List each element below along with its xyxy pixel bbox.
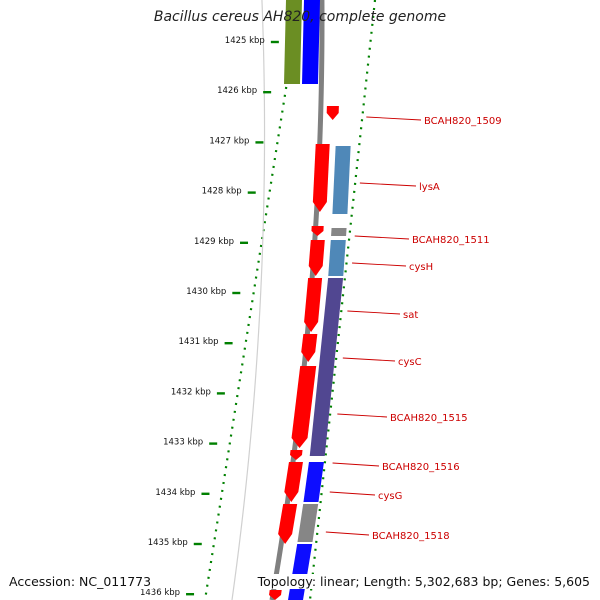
purple-feature [309,278,344,456]
label-leader-line [366,116,422,121]
bottom-blue-feature [288,544,313,600]
cysH-steel-feature [328,240,346,276]
label-leader-line [347,310,401,315]
topology-label: Topology: linear; Length: 5,302,683 bp; … [255,574,592,589]
gene-label: sat [403,310,418,321]
blue-feature [302,0,320,84]
cds-cysH [308,240,325,276]
label-leader-line [359,182,417,187]
gene-label: lysA [419,182,440,193]
gene-label: BCAH820_1516 [382,462,460,473]
gene-label: BCAH820_1511 [412,235,490,246]
ruler-label: 1433 kbp [163,438,203,448]
ruler-label: 1435 kbp [148,538,188,548]
ruler-label: 1432 kbp [171,387,211,397]
map-title: Bacillus cereus AH820, complete genome [153,9,447,25]
gene-label: cysG [378,491,402,502]
accession-label: Accession: NC_011773 [7,574,154,589]
label-leader-line [329,491,376,496]
cds-bcah820-1515 [291,366,317,448]
ruler-label: 1431 kbp [179,337,219,347]
gene-label: BCAH820_1515 [390,413,468,424]
cds-lysA [312,144,330,212]
cds-bcah820-1516 [290,450,303,460]
label-leader-line [332,462,380,467]
cds-next [269,590,282,600]
inner-track-line [231,0,266,600]
olive-feature [284,0,302,84]
ruler-label: 1436 kbp [140,588,180,598]
cysG-feature [303,462,324,502]
gray-small-feature [331,228,347,236]
gene-label: cysH [409,262,433,273]
label-leader-line [354,235,410,240]
cds-bcah820-1509 [326,106,339,120]
ruler-label: 1427 kbp [209,136,249,146]
lysA-feature [332,146,351,214]
ruler-label: 1428 kbp [202,187,242,197]
gray-feature [297,504,319,542]
gene-label: BCAH820_1518 [372,531,450,542]
gene-label: cysC [398,357,422,368]
ruler-label: 1430 kbp [186,287,226,297]
ruler-label: 1429 kbp [194,237,234,247]
ruler-label: 1434 kbp [155,488,195,498]
ruler-label: 1426 kbp [217,86,257,96]
cds-sat [304,278,323,332]
label-leader-line [337,413,388,418]
gene-label: BCAH820_1509 [424,116,502,127]
label-leader-line [352,262,407,267]
ruler-label: 1425 kbp [225,36,265,46]
cds-cysG [284,462,303,502]
label-leader-line [342,357,396,362]
cds-bcah820-1518 [278,504,298,544]
cds-cysC [301,334,318,362]
label-leader-line [325,531,370,536]
cds-bcah820-1511 [311,226,324,236]
